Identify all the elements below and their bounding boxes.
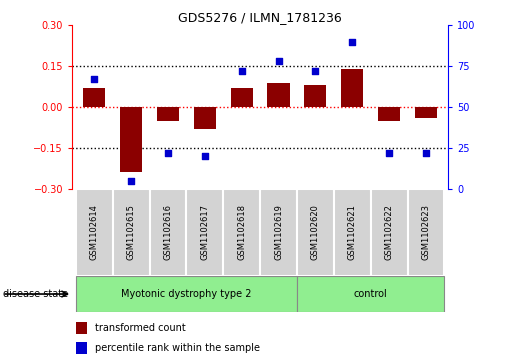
Bar — [76, 276, 297, 312]
Point — [201, 153, 209, 159]
Text: GSM1102623: GSM1102623 — [421, 204, 431, 260]
Bar — [76, 342, 87, 354]
Bar — [260, 189, 297, 276]
Text: GSM1102618: GSM1102618 — [237, 204, 246, 260]
Point — [164, 150, 172, 156]
Point — [90, 76, 98, 82]
Point — [127, 178, 135, 184]
Bar — [378, 107, 400, 121]
Text: control: control — [354, 289, 387, 299]
Bar — [76, 322, 87, 334]
Bar — [304, 85, 327, 107]
Text: Myotonic dystrophy type 2: Myotonic dystrophy type 2 — [121, 289, 252, 299]
Point — [274, 58, 283, 64]
Text: GSM1102615: GSM1102615 — [127, 204, 135, 260]
Text: GSM1102621: GSM1102621 — [348, 204, 357, 260]
Bar — [186, 189, 223, 276]
Bar — [83, 88, 105, 107]
Point — [311, 68, 319, 74]
Text: GSM1102620: GSM1102620 — [311, 204, 320, 260]
Title: GDS5276 / ILMN_1781236: GDS5276 / ILMN_1781236 — [178, 11, 342, 24]
Text: percentile rank within the sample: percentile rank within the sample — [95, 343, 260, 353]
Bar — [231, 88, 253, 107]
Bar — [149, 189, 186, 276]
Bar — [297, 189, 334, 276]
Bar — [194, 107, 216, 129]
Bar — [223, 189, 260, 276]
Bar — [267, 82, 289, 107]
Point — [348, 39, 356, 45]
Text: GSM1102614: GSM1102614 — [90, 204, 99, 260]
Bar — [415, 107, 437, 118]
Text: GSM1102617: GSM1102617 — [200, 204, 209, 260]
Bar — [76, 189, 113, 276]
Text: GSM1102616: GSM1102616 — [163, 204, 173, 260]
Bar — [157, 107, 179, 121]
Bar — [407, 189, 444, 276]
Bar — [113, 189, 149, 276]
Bar — [120, 107, 142, 172]
Bar — [334, 189, 371, 276]
Point — [237, 68, 246, 74]
Text: GSM1102619: GSM1102619 — [274, 204, 283, 260]
Bar — [297, 276, 444, 312]
Point — [385, 150, 393, 156]
Text: transformed count: transformed count — [95, 323, 185, 333]
Bar — [341, 69, 363, 107]
Text: GSM1102622: GSM1102622 — [385, 204, 393, 260]
Point — [422, 150, 430, 156]
Bar — [371, 189, 407, 276]
Text: disease state: disease state — [3, 289, 67, 299]
